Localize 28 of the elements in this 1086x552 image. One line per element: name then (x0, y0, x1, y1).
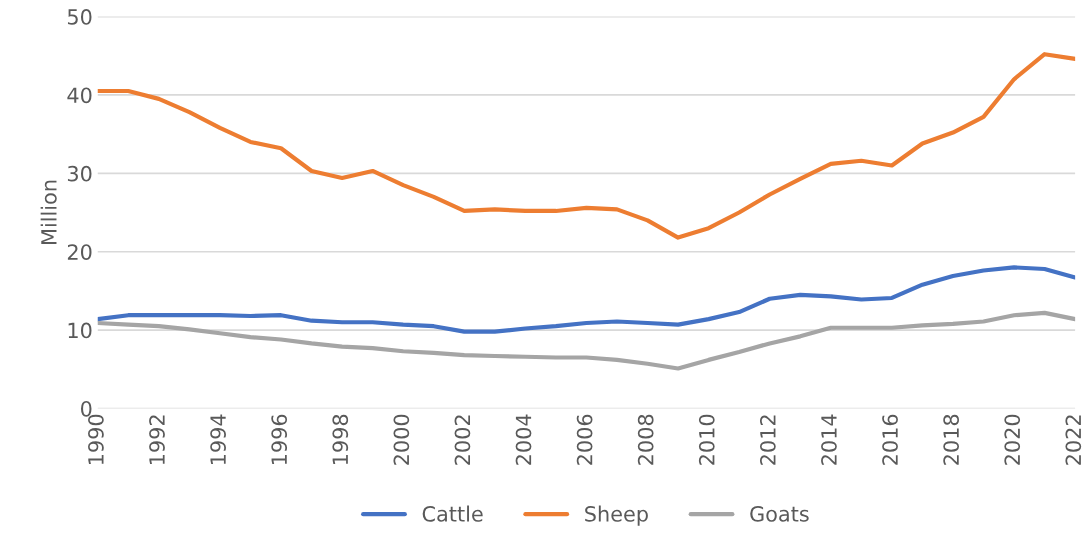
x-tick-label: 2000 (393, 414, 410, 465)
x-tick-label: 2020 (1004, 414, 1021, 465)
legend-label: Cattle (422, 505, 483, 522)
x-tick-label: 2014 (821, 414, 837, 465)
x-tick-label: 2018 (943, 414, 960, 465)
x-tick-label: 1992 (149, 415, 165, 465)
x-tick-label: 2022 (1065, 415, 1082, 465)
y-tick-label: 10 (68, 322, 92, 339)
x-tick-label: 1998 (332, 414, 349, 465)
x-tick-label: 1996 (271, 414, 288, 465)
x-tick-label: 2008 (637, 414, 654, 465)
x-tick-label: 2010 (698, 414, 715, 465)
x-tick-label: 2004 (515, 414, 532, 465)
legend-label: Goats (750, 505, 809, 522)
x-tick-label: 1994 (210, 414, 226, 465)
y-tick-label: 40 (67, 87, 92, 104)
x-tick-label: 2012 (759, 415, 776, 465)
y-tick-label: 20 (67, 244, 92, 260)
line-series (97, 310, 1076, 371)
y-tick-label: 30 (67, 165, 92, 182)
line-series (97, 52, 1076, 240)
x-tick-label: 2002 (454, 415, 471, 465)
legend-label: Sheep (585, 505, 648, 526)
y-tick-label: 50 (67, 9, 92, 25)
x-tick-label: 2016 (882, 414, 898, 465)
line-series (97, 265, 1076, 334)
y-axis-title: Million (40, 180, 57, 245)
x-tick-label: 2006 (576, 414, 593, 465)
